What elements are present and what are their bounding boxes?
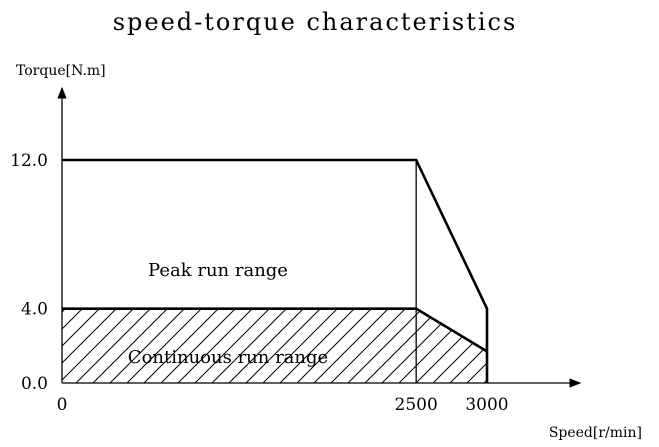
y-axis-label: Torque[N.m] [16, 63, 106, 79]
chart-marks [62, 158, 489, 383]
y-tick-label: 12.0 [10, 151, 48, 171]
tick-labels: 0.0 4.0 12.0 0 2500 3000 [10, 151, 508, 415]
y-tick-label: 0.0 [21, 374, 48, 394]
region-labels: Peak run range Continuous run range [128, 260, 328, 368]
peak-run-range-label: Peak run range [148, 260, 288, 281]
continuous-run-area [62, 308, 487, 383]
x-tick-label: 3000 [465, 395, 508, 415]
continuous-run-range-label: Continuous run range [128, 347, 328, 368]
y-tick-label: 4.0 [21, 300, 48, 320]
peak-run-boundary [62, 158, 489, 383]
chart-title: speed-torque characteristics [113, 8, 518, 36]
x-axis-label: Speed[r/min] [549, 425, 642, 441]
x-tick-label: 0 [57, 395, 68, 415]
x-tick-label: 2500 [395, 395, 438, 415]
